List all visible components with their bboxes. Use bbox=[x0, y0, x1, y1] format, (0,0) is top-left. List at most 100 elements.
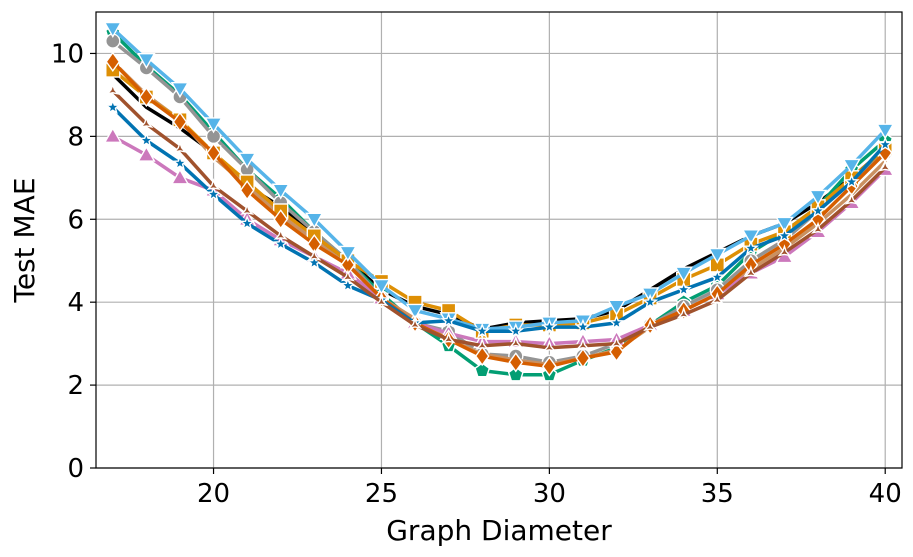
data-point bbox=[508, 335, 523, 348]
data-point bbox=[542, 339, 557, 352]
data-point bbox=[137, 52, 156, 70]
data-point bbox=[104, 98, 121, 115]
data-point bbox=[743, 265, 758, 278]
data-point bbox=[675, 281, 692, 297]
plot-frame bbox=[95, 11, 903, 469]
data-point bbox=[575, 337, 591, 350]
data-point bbox=[475, 337, 490, 350]
y-tick-label: 4 bbox=[67, 288, 84, 318]
series-4 bbox=[111, 59, 887, 367]
series-line bbox=[111, 89, 887, 350]
data-point bbox=[709, 268, 726, 285]
data-point bbox=[808, 189, 828, 206]
data-point bbox=[137, 145, 156, 162]
x-axis-label: Graph Diameter bbox=[386, 514, 612, 547]
data-point bbox=[405, 303, 425, 320]
x-tick-label: 30 bbox=[533, 479, 566, 509]
y-tick-label: 0 bbox=[67, 454, 84, 484]
y-tick-label: 10 bbox=[51, 39, 84, 69]
data-point bbox=[205, 185, 222, 202]
data-point bbox=[273, 227, 288, 240]
data-point bbox=[742, 239, 759, 256]
data-point bbox=[608, 314, 625, 330]
series-line bbox=[111, 26, 887, 331]
data-point bbox=[776, 227, 793, 243]
data-point bbox=[609, 335, 624, 348]
data-point bbox=[239, 214, 256, 231]
data-point bbox=[338, 245, 358, 262]
data-point bbox=[574, 318, 591, 334]
data-point bbox=[440, 312, 457, 328]
series-layer bbox=[103, 21, 895, 382]
data-point bbox=[407, 316, 423, 330]
data-point bbox=[878, 159, 893, 172]
y-tick-label: 2 bbox=[67, 371, 84, 401]
series-line bbox=[111, 59, 887, 369]
data-point bbox=[272, 235, 289, 251]
data-point bbox=[271, 183, 290, 200]
data-point bbox=[204, 117, 223, 134]
data-point bbox=[777, 244, 792, 257]
data-point bbox=[139, 115, 154, 128]
y-tick-label: 8 bbox=[67, 122, 84, 152]
data-point bbox=[643, 318, 658, 332]
series-line bbox=[111, 68, 887, 333]
data-point bbox=[441, 331, 456, 344]
data-point bbox=[843, 173, 860, 189]
data-point bbox=[172, 111, 188, 133]
data-point bbox=[710, 291, 725, 305]
series-7 bbox=[105, 51, 893, 377]
y-axis-label: Test MAE bbox=[8, 177, 41, 303]
series-10 bbox=[105, 82, 893, 352]
data-point bbox=[877, 136, 894, 152]
data-point bbox=[105, 51, 121, 72]
series-line bbox=[111, 59, 887, 367]
x-tick-label: 25 bbox=[365, 479, 398, 509]
y-tick-label: 6 bbox=[67, 205, 84, 235]
data-point bbox=[171, 154, 188, 171]
data-point bbox=[741, 229, 761, 246]
series-8 bbox=[103, 21, 895, 339]
data-point bbox=[206, 142, 221, 164]
axis-ticks: 20 25 30 35 40 0 2 4 6 8 10 bbox=[51, 39, 902, 509]
data-point bbox=[237, 152, 257, 169]
data-point bbox=[474, 322, 491, 339]
data-point bbox=[708, 247, 727, 264]
x-tick-label: 40 bbox=[869, 479, 902, 509]
data-point bbox=[507, 322, 524, 339]
data-point bbox=[642, 293, 659, 310]
data-point bbox=[876, 123, 895, 140]
data-point bbox=[810, 221, 826, 234]
data-point bbox=[474, 362, 491, 378]
data-point bbox=[508, 352, 524, 373]
data-point bbox=[307, 248, 322, 261]
data-point bbox=[842, 158, 861, 175]
data-point bbox=[240, 202, 255, 216]
data-point bbox=[541, 318, 558, 334]
data-point bbox=[339, 277, 356, 293]
data-point bbox=[103, 126, 122, 144]
data-point bbox=[239, 180, 255, 201]
data-point bbox=[507, 366, 524, 382]
data-point bbox=[103, 21, 122, 38]
data-point bbox=[372, 278, 391, 296]
data-point bbox=[340, 269, 355, 282]
data-point bbox=[105, 82, 120, 95]
data-point bbox=[810, 202, 827, 218]
x-tick-label: 35 bbox=[701, 479, 734, 509]
data-point bbox=[206, 177, 221, 191]
data-point bbox=[170, 81, 190, 99]
data-point bbox=[474, 345, 490, 367]
data-point bbox=[674, 266, 693, 283]
data-point bbox=[607, 299, 626, 316]
data-point bbox=[575, 347, 591, 369]
data-point bbox=[139, 86, 154, 108]
data-point bbox=[676, 306, 691, 319]
data-point bbox=[609, 341, 624, 363]
data-point bbox=[305, 212, 324, 229]
data-point bbox=[172, 140, 188, 153]
data-point bbox=[138, 132, 155, 148]
data-point bbox=[170, 168, 190, 185]
data-point bbox=[775, 216, 794, 233]
data-point bbox=[374, 294, 389, 307]
